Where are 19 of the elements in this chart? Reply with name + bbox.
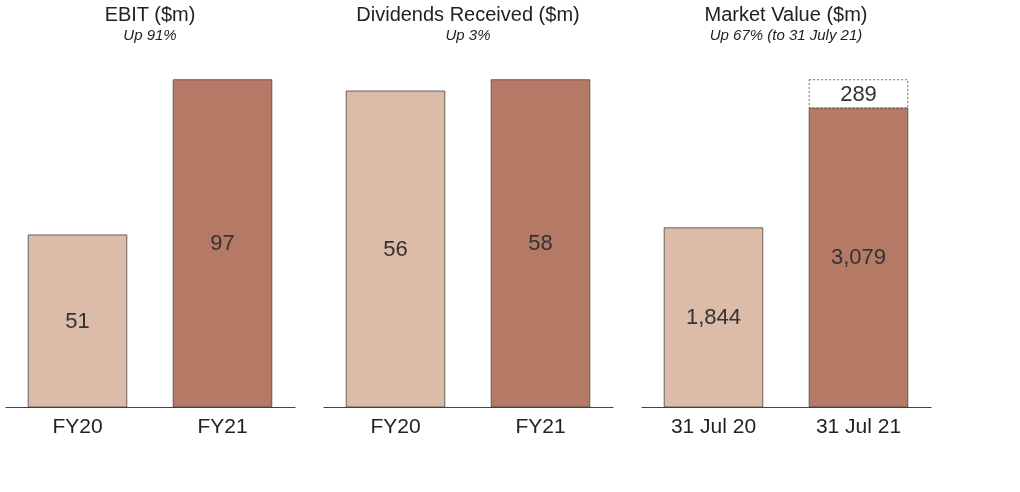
x-tick-label: FY21 xyxy=(515,413,566,437)
data-label: 1,844 xyxy=(685,304,742,330)
data-label: 56 xyxy=(383,236,408,262)
data-label: 97 xyxy=(210,230,235,256)
chart-title: EBIT ($m) xyxy=(104,3,196,25)
data-label: 51 xyxy=(65,307,90,333)
chart-subtitle: Up 91% xyxy=(123,26,177,43)
chart-title: Market Value ($m) xyxy=(704,3,868,25)
data-label: 3,079 xyxy=(830,244,887,270)
x-tick-label: FY21 xyxy=(197,413,248,437)
x-tick-label: FY20 xyxy=(370,413,421,437)
chart-title: Dividends Received ($m) xyxy=(356,3,580,25)
x-tick-label: 31 Jul 20 xyxy=(670,413,757,437)
x-tick-label: 31 Jul 21 xyxy=(815,413,902,437)
x-tick-label: FY20 xyxy=(52,413,103,437)
chart-subtitle: Up 3% xyxy=(445,26,491,43)
chart-subtitle: Up 67% (to 31 July 21) xyxy=(709,26,863,43)
data-label: 58 xyxy=(528,230,553,256)
data-label: 289 xyxy=(840,80,877,106)
